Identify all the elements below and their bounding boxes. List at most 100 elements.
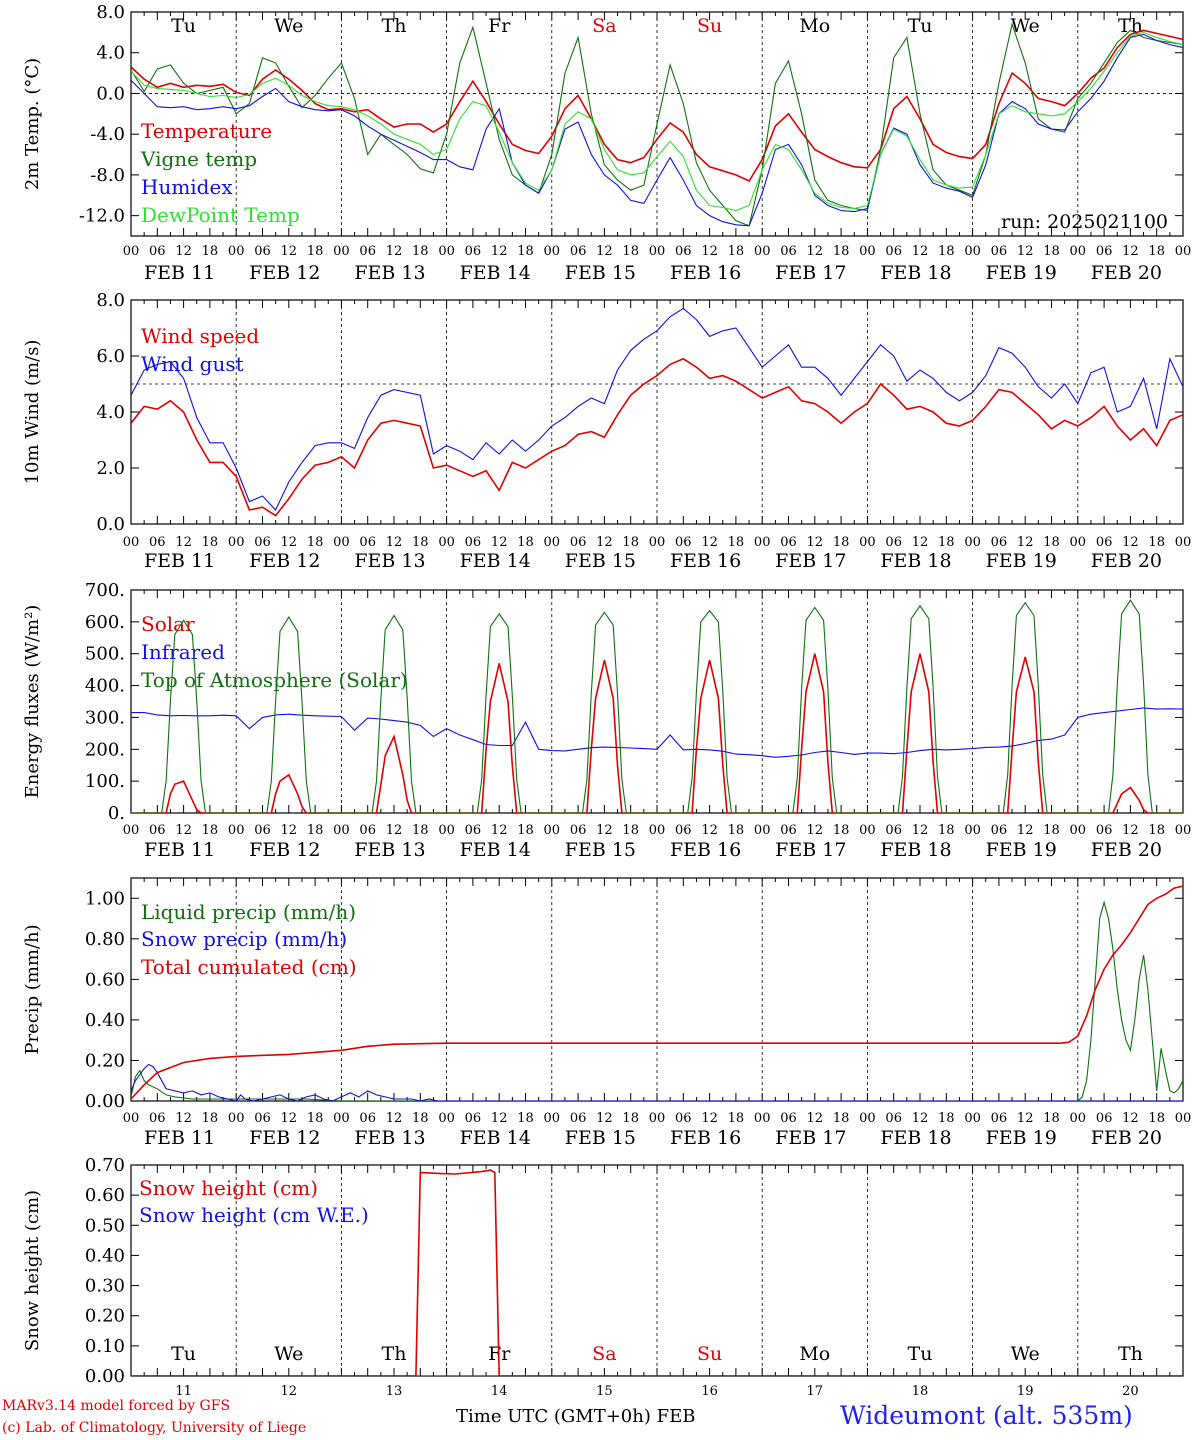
hour-tick-label: 00	[754, 1111, 771, 1126]
hour-tick-label: 12	[1122, 244, 1139, 259]
day-number: 16	[701, 1384, 718, 1399]
hour-tick-label: 06	[675, 1111, 692, 1126]
hour-tick-label: 12	[596, 244, 613, 259]
hour-tick-label: 12	[175, 244, 192, 259]
run-label: run: 2025021100	[1001, 211, 1168, 233]
hour-tick-label: 00	[1175, 1111, 1192, 1126]
y-tick-label: 0.	[108, 803, 125, 824]
hour-tick-label: 18	[517, 823, 534, 838]
hour-tick-label: 12	[491, 535, 508, 550]
model-credit: MARv3.14 model forced by GFS	[2, 1398, 231, 1414]
hour-tick-label: 18	[1148, 1111, 1165, 1126]
legend-entry: Liquid precip (mm/h)	[141, 900, 356, 924]
hour-tick-label: 18	[517, 244, 534, 259]
date-label: FEB 18	[880, 839, 951, 861]
day-name: Th	[1118, 15, 1143, 37]
hour-tick-label: 18	[412, 1111, 429, 1126]
panel-frame	[130, 299, 1184, 525]
hour-tick-label: 06	[465, 535, 482, 550]
hour-tick-label: 18	[728, 535, 745, 550]
hour-tick-label: 18	[307, 1111, 324, 1126]
hour-tick-label: 18	[833, 823, 850, 838]
hour-tick-label: 12	[281, 535, 298, 550]
y-tick-label: 0.50	[85, 1215, 125, 1236]
legend-entry: Humidex	[141, 175, 233, 199]
hour-tick-label: 12	[386, 1111, 403, 1126]
hour-tick-label: 12	[491, 244, 508, 259]
hour-tick-label: 00	[438, 535, 455, 550]
date-label: FEB 14	[460, 839, 531, 861]
date-label: FEB 13	[354, 550, 425, 572]
hour-tick-label: 00	[1070, 823, 1087, 838]
day-name: Th	[1118, 1343, 1143, 1365]
day-name: Sa	[592, 15, 616, 37]
y-tick-label: 4.0	[96, 402, 125, 423]
hour-tick-label: 06	[1096, 1111, 1113, 1126]
hour-tick-label: 06	[570, 535, 587, 550]
hour-tick-label: 12	[386, 244, 403, 259]
hour-tick-label: 18	[412, 535, 429, 550]
hour-tick-label: 12	[912, 1111, 929, 1126]
hour-tick-label: 06	[570, 1111, 587, 1126]
y-axis-label: 2m Temp. (°C)	[22, 58, 43, 190]
series-line-wind-gust	[131, 307, 1183, 511]
hour-tick-label: 00	[754, 823, 771, 838]
hour-tick-label: 00	[438, 823, 455, 838]
hour-tick-label: 00	[228, 1111, 245, 1126]
hour-tick-label: 00	[964, 1111, 981, 1126]
y-tick-label: 0.60	[85, 969, 125, 990]
y-tick-label: 6.0	[96, 346, 125, 367]
y-tick-label: 0.00	[85, 1091, 125, 1112]
hour-tick-label: 06	[570, 244, 587, 259]
date-label: FEB 12	[249, 839, 320, 861]
hour-tick-label: 12	[912, 823, 929, 838]
hour-tick-label: 12	[807, 1111, 824, 1126]
hour-tick-label: 00	[228, 535, 245, 550]
hour-tick-label: 12	[596, 1111, 613, 1126]
y-axis-label: 10m Wind (m/s)	[22, 340, 43, 485]
day-number: 17	[807, 1384, 824, 1399]
y-tick-label: 0.0	[96, 83, 125, 104]
series-line-humidex	[131, 33, 1183, 227]
hour-tick-label: 12	[912, 535, 929, 550]
hour-tick-label: 00	[544, 1111, 561, 1126]
hour-tick-label: 06	[780, 244, 797, 259]
hour-tick-label: 00	[1070, 244, 1087, 259]
hour-tick-label: 06	[780, 1111, 797, 1126]
y-tick-label: -4.0	[90, 124, 125, 145]
y-tick-label: 300.	[85, 707, 125, 728]
day-name: We	[1011, 15, 1040, 37]
hour-tick-label: 18	[622, 823, 639, 838]
date-label: FEB 19	[986, 1127, 1057, 1149]
day-name: Tu	[908, 1343, 933, 1365]
hour-tick-label: 00	[649, 1111, 666, 1126]
series-line-snow-height-cm	[131, 1169, 1183, 1376]
date-label: FEB 11	[144, 1127, 215, 1149]
day-name: Th	[382, 1343, 407, 1365]
date-label: FEB 20	[1091, 262, 1162, 284]
date-label: FEB 14	[460, 550, 531, 572]
y-tick-label: 200.	[85, 739, 125, 760]
date-label: FEB 19	[986, 839, 1057, 861]
hour-tick-label: 00	[754, 244, 771, 259]
date-label: FEB 20	[1091, 550, 1162, 572]
date-label: FEB 18	[880, 262, 951, 284]
date-label: FEB 19	[986, 262, 1057, 284]
hour-tick-label: 06	[991, 535, 1008, 550]
legend-entry: Temperature	[141, 119, 272, 143]
hour-tick-label: 12	[1017, 823, 1034, 838]
hour-tick-label: 18	[202, 823, 219, 838]
hour-tick-label: 00	[123, 823, 140, 838]
hour-tick-label: 06	[254, 1111, 271, 1126]
y-tick-label: 0.70	[85, 1155, 125, 1176]
hour-tick-label: 06	[465, 823, 482, 838]
hour-tick-label: 12	[281, 823, 298, 838]
hour-tick-label: 00	[544, 535, 561, 550]
hour-tick-label: 12	[596, 535, 613, 550]
hour-tick-label: 18	[938, 535, 955, 550]
hour-tick-label: 18	[938, 1111, 955, 1126]
hour-tick-label: 00	[123, 535, 140, 550]
day-name: Tu	[171, 1343, 196, 1365]
y-tick-label: 8.0	[96, 2, 125, 23]
hour-tick-label: 00	[859, 1111, 876, 1126]
